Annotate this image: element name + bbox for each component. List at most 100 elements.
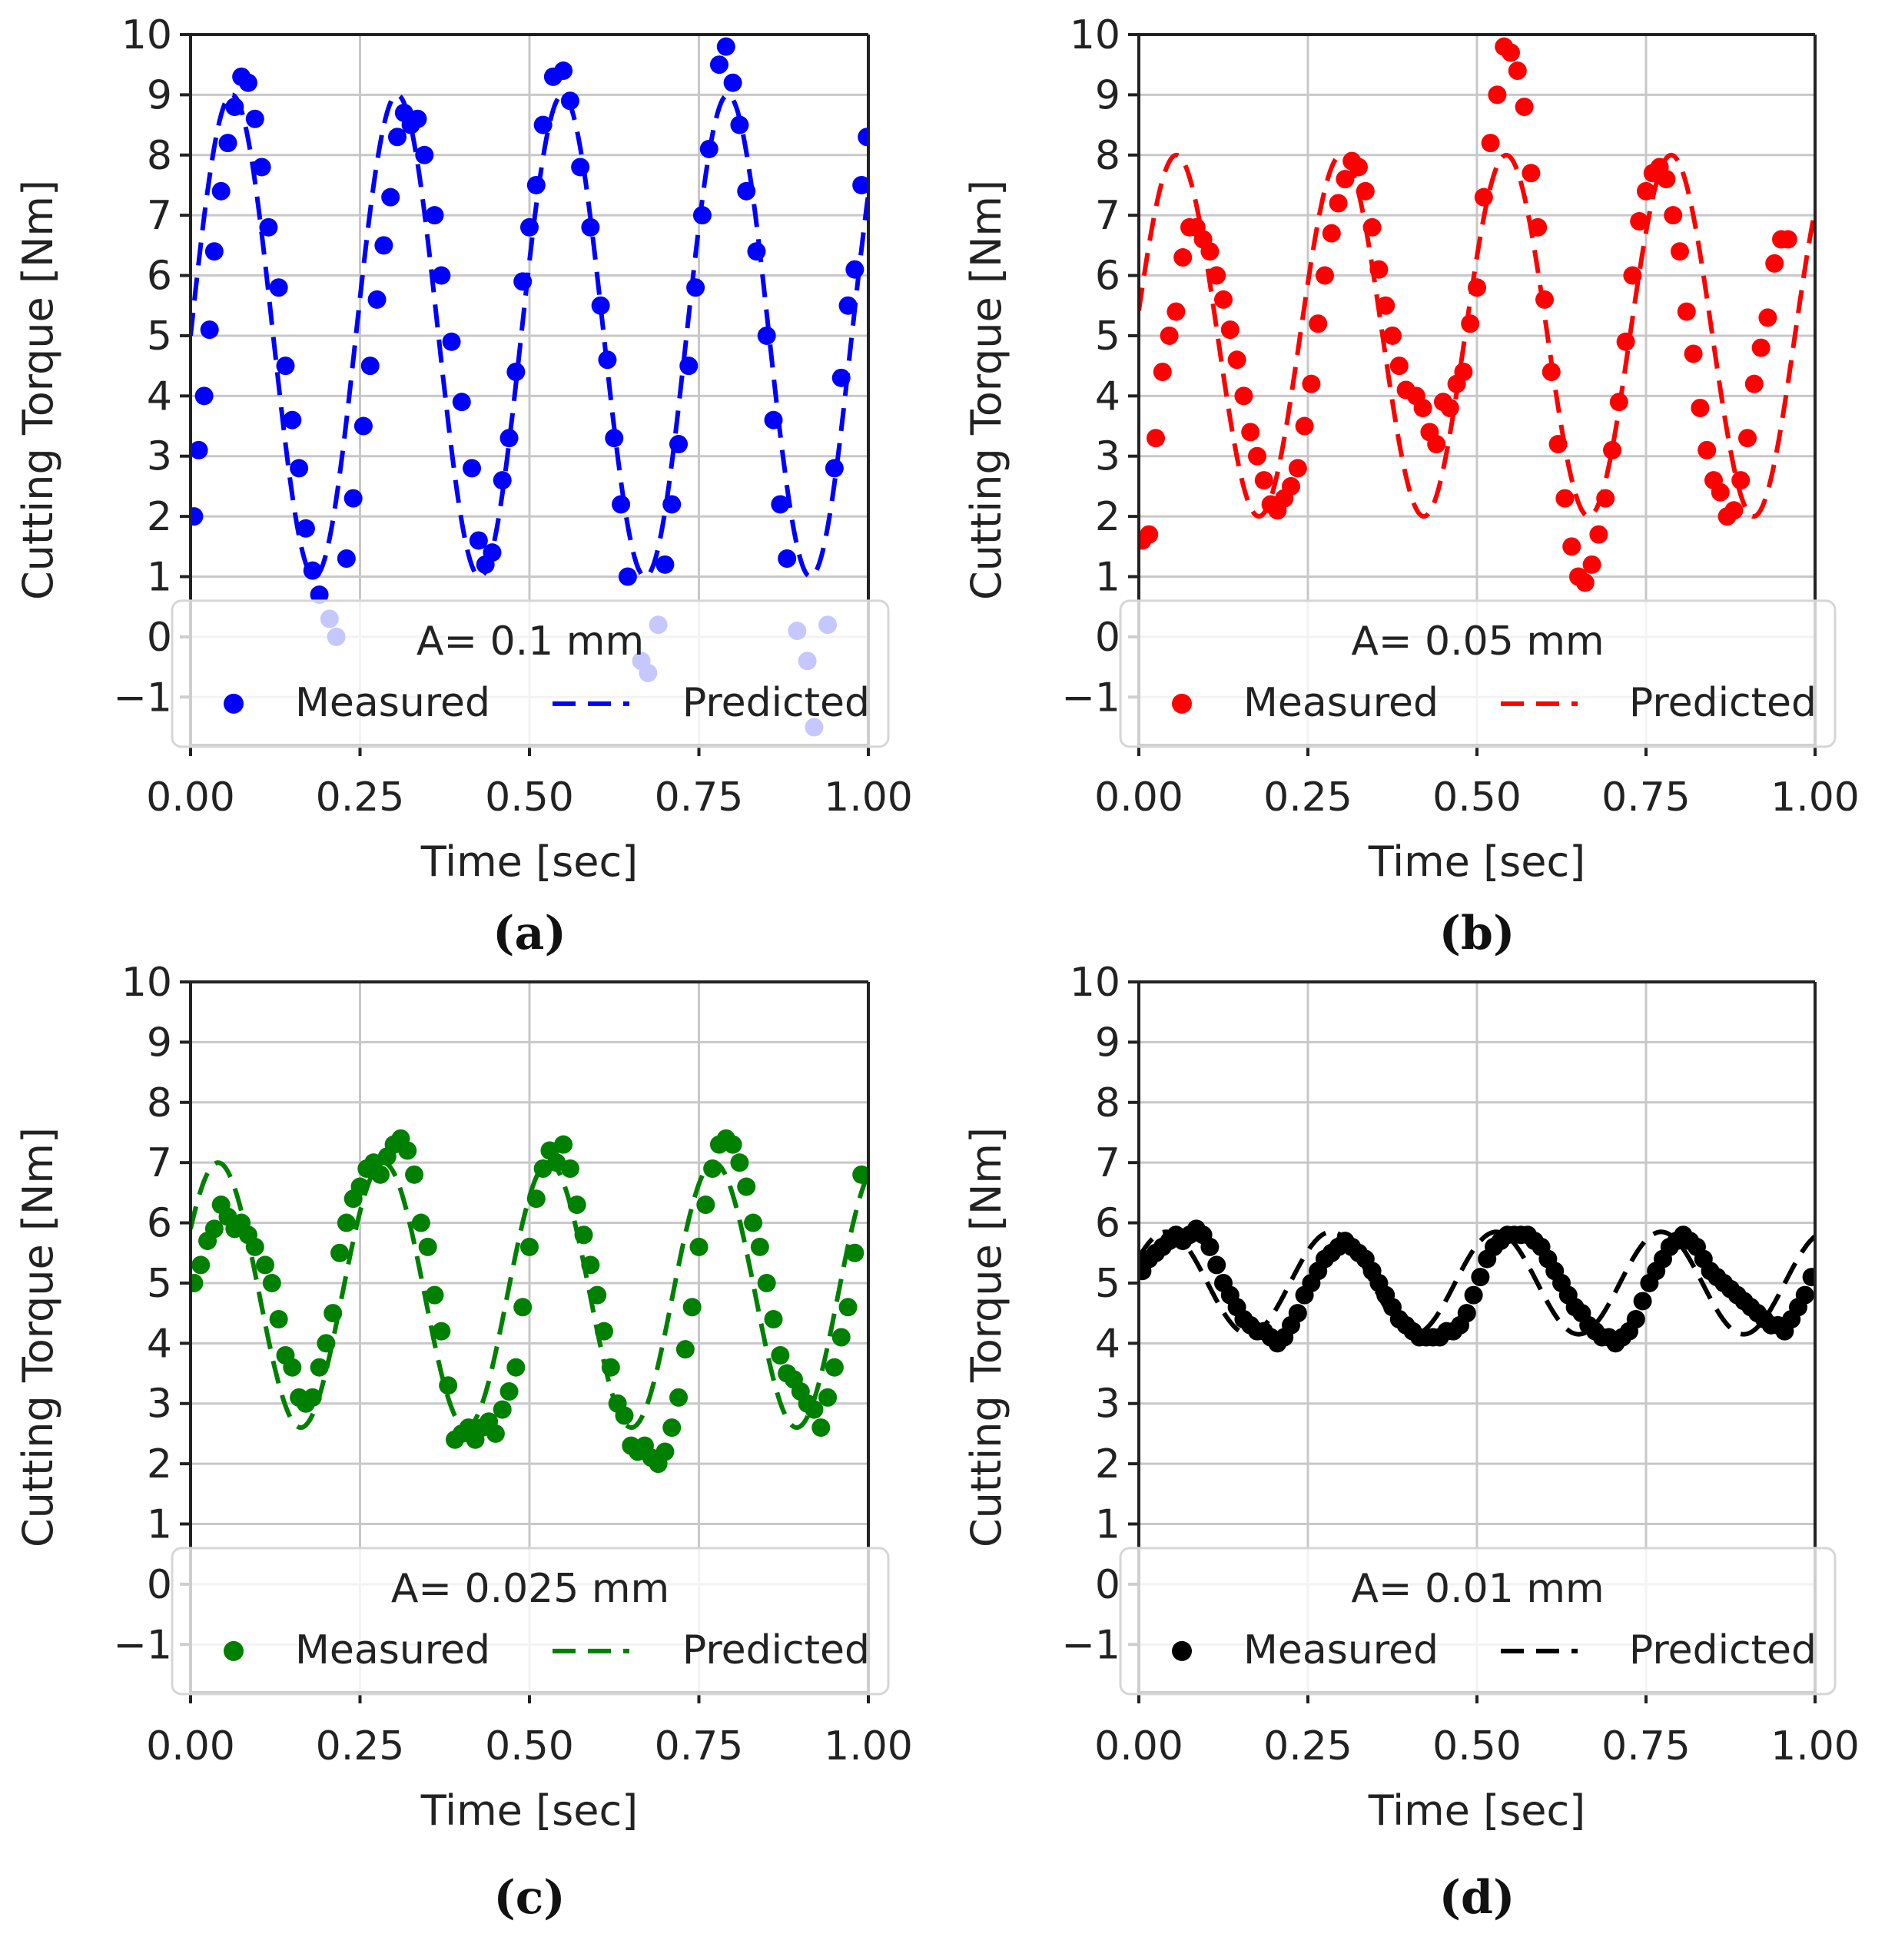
measured-point — [757, 326, 776, 345]
y-tick-label: 3 — [147, 1381, 172, 1428]
measured-point — [191, 440, 208, 459]
measured-point — [1214, 290, 1233, 309]
measured-point — [852, 175, 868, 194]
measured-point — [469, 531, 488, 550]
measured-point — [425, 1285, 444, 1305]
measured-point — [1471, 1268, 1490, 1287]
measured-point — [818, 1388, 838, 1407]
measured-point — [679, 357, 699, 376]
measured-point — [771, 1346, 790, 1365]
measured-point — [1778, 230, 1797, 249]
y-tick-label: 2 — [1095, 1441, 1120, 1487]
measured-point — [1383, 326, 1402, 345]
measured-point — [1758, 308, 1777, 327]
measured-point — [1288, 459, 1307, 478]
measured-point — [554, 1135, 573, 1154]
y-tick-label: 6 — [147, 1201, 172, 1247]
measured-point — [463, 459, 482, 478]
measured-point — [1160, 326, 1179, 345]
measured-point — [574, 1225, 593, 1245]
measured-point — [838, 1298, 858, 1317]
measured-point — [730, 115, 749, 134]
measured-point — [204, 1219, 224, 1239]
x-tick-label: 0.75 — [655, 774, 744, 821]
x-axis-label: Time [sec] — [1368, 1786, 1586, 1835]
measured-point — [262, 1273, 281, 1292]
measured-point — [560, 91, 579, 111]
measured-point — [1508, 61, 1527, 81]
measured-point — [571, 158, 590, 177]
measured-point — [689, 1237, 709, 1256]
measured-point — [1454, 362, 1473, 381]
legend — [1119, 1547, 1837, 1696]
measured-point — [601, 1358, 620, 1377]
y-tick-label: 2 — [1095, 494, 1120, 540]
measured-point — [703, 1159, 722, 1179]
measured-point — [1241, 423, 1260, 442]
y-tick-label: 3 — [147, 434, 172, 480]
measured-point — [1336, 170, 1355, 189]
measured-point — [194, 386, 214, 406]
y-tick-label: 8 — [147, 1080, 172, 1126]
measured-point — [771, 495, 790, 514]
y-tick-label: 10 — [1070, 12, 1120, 58]
measured-point — [405, 1165, 424, 1184]
measured-point — [825, 1358, 844, 1377]
legend-measured-marker — [224, 1640, 244, 1661]
measured-point — [1795, 1285, 1814, 1305]
measured-point — [1751, 338, 1771, 357]
measured-point — [662, 495, 682, 514]
measured-point — [1724, 501, 1744, 520]
y-tick-label: 3 — [1095, 434, 1120, 480]
y-tick-label: 7 — [147, 193, 172, 239]
y-axis-label: Cutting Torque [Nm] — [14, 1127, 62, 1547]
measured-point — [513, 272, 533, 291]
measured-point — [259, 217, 278, 237]
legend-title: A= 0.01 mm — [1351, 1566, 1604, 1612]
measured-point — [852, 1165, 868, 1184]
measured-point — [374, 236, 393, 255]
measured-point — [1535, 290, 1554, 309]
measured-point — [581, 217, 600, 237]
x-axis-label: Time [sec] — [420, 1786, 639, 1835]
legend-measured-label: Measured — [1243, 1627, 1439, 1673]
measured-point — [1548, 435, 1568, 454]
measured-point — [1220, 320, 1240, 340]
measured-point — [238, 73, 257, 92]
x-tick-label: 0.25 — [1263, 774, 1352, 821]
measured-point — [737, 1177, 756, 1196]
y-tick-label: 5 — [1095, 313, 1120, 360]
measured-point — [675, 1340, 695, 1359]
panel-caption: (a) — [493, 907, 566, 960]
measured-point — [225, 98, 244, 117]
measured-series — [1139, 1219, 1815, 1353]
measured-point — [526, 175, 546, 194]
y-tick-label: 0 — [147, 615, 172, 661]
y-tick-label: 6 — [147, 254, 172, 300]
measured-point — [1555, 489, 1575, 508]
y-tick-label: 0 — [147, 1562, 172, 1608]
measured-point — [296, 519, 315, 538]
measured-point — [811, 1418, 831, 1438]
y-axis-label: Cutting Torque [Nm] — [962, 180, 1011, 600]
y-tick-label: 1 — [1095, 555, 1120, 601]
measured-point — [276, 357, 295, 376]
legend-measured-marker — [1172, 693, 1192, 714]
x-tick-label: 0.75 — [655, 1723, 744, 1769]
measured-point — [1765, 254, 1784, 273]
y-tick-label: 2 — [147, 494, 172, 540]
x-tick-label: 1.00 — [824, 1723, 913, 1769]
legend-predicted-label: Predicted — [1629, 1627, 1817, 1673]
measured-point — [723, 1135, 742, 1154]
measured-point — [252, 158, 271, 177]
measured-point — [1309, 314, 1328, 333]
measured-point — [418, 1237, 437, 1256]
measured-point — [191, 507, 204, 526]
y-tick-label: 4 — [147, 373, 172, 420]
measured-point — [1481, 134, 1500, 153]
x-tick-label: 1.00 — [1771, 1723, 1860, 1769]
measured-point — [1596, 489, 1615, 508]
y-tick-label: 5 — [1095, 1261, 1120, 1307]
